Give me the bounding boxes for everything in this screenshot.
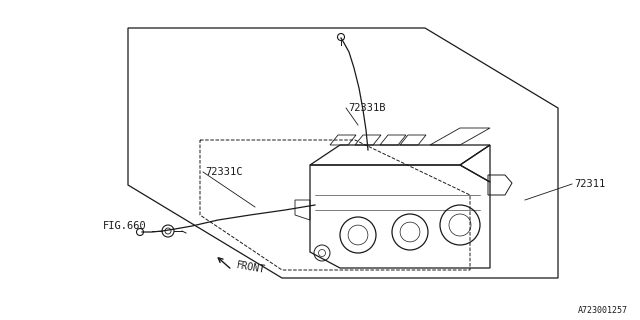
- Text: FIG.660: FIG.660: [103, 221, 147, 231]
- Text: 72331B: 72331B: [348, 103, 385, 113]
- Text: FRONT: FRONT: [236, 260, 267, 276]
- Text: 72311: 72311: [574, 179, 605, 189]
- Text: 72331C: 72331C: [205, 167, 243, 177]
- Text: A723001257: A723001257: [578, 306, 628, 315]
